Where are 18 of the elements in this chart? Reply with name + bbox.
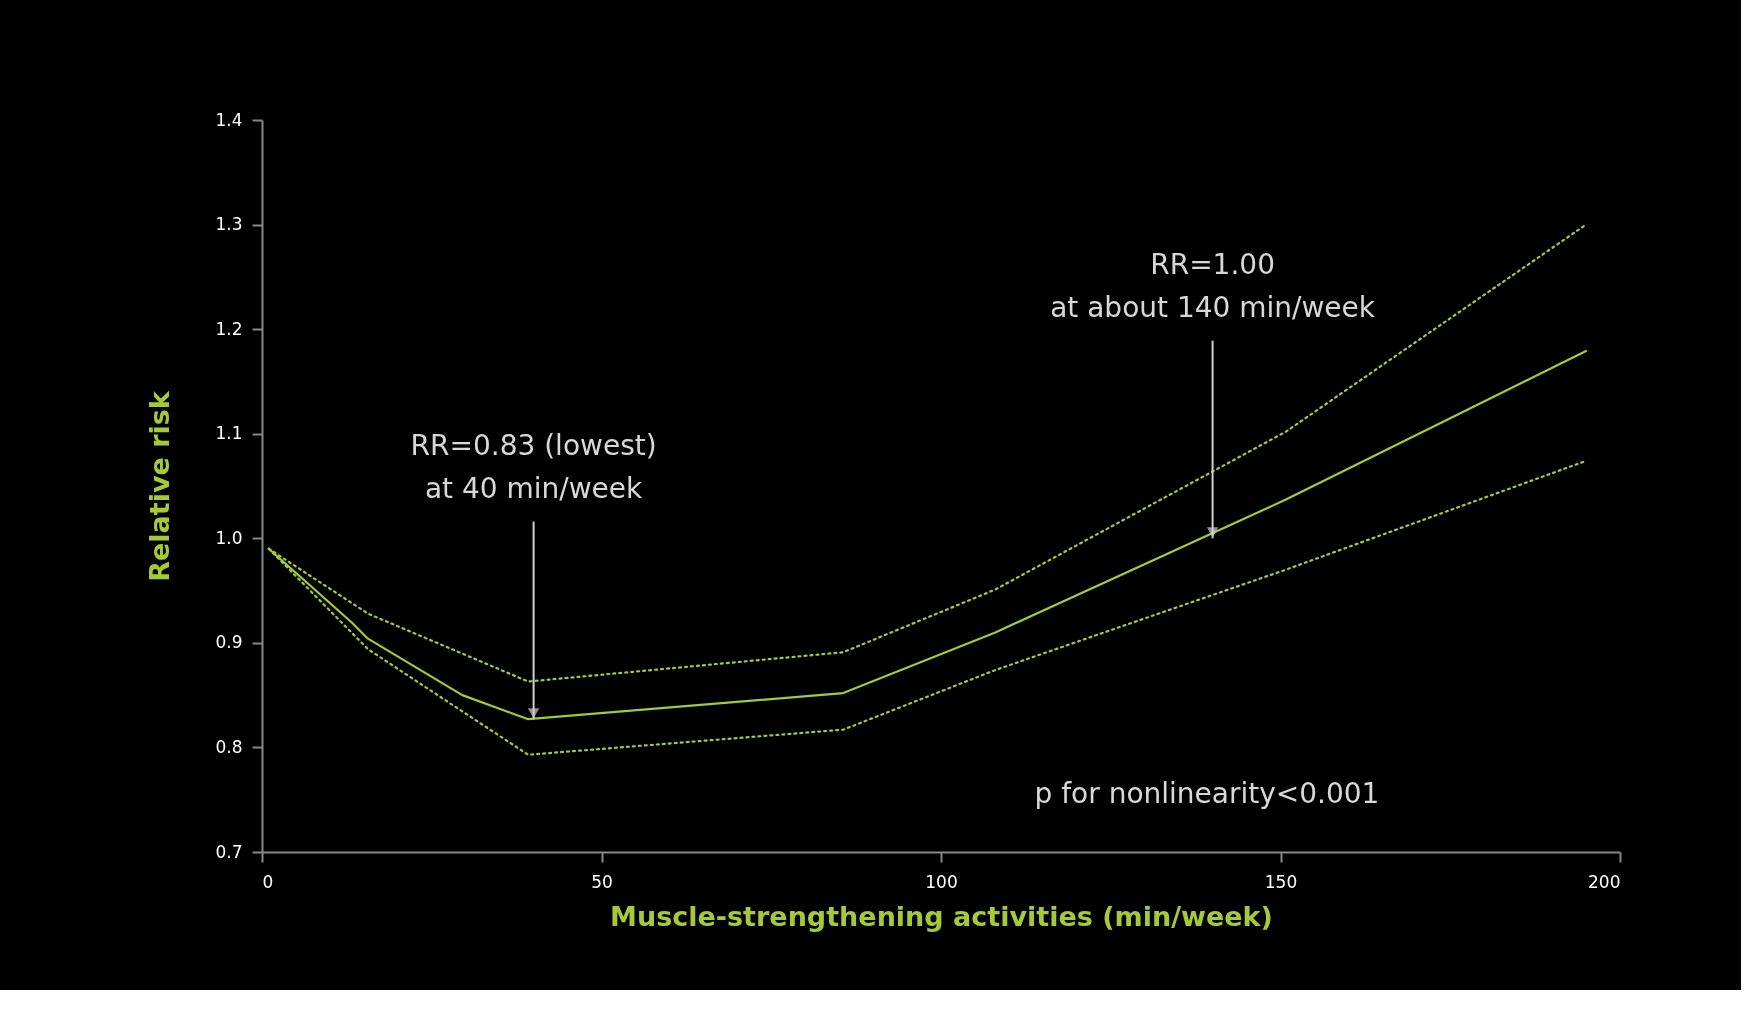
y-tick-label: 1.4: [215, 109, 243, 130]
x-axis-title: Muscle-strengthening activities (min/week): [610, 900, 1273, 932]
x-tick-label: 100: [925, 871, 958, 892]
y-tick-label: 1.3: [215, 214, 243, 235]
y-axis-title: Relative risk: [144, 390, 176, 582]
annotation: RR=0.83 (lowest) at 40 min/week: [410, 428, 657, 505]
y-tick-label: 1.2: [215, 318, 243, 339]
annotation: RR=1.00 at about 140 min/week: [1050, 247, 1376, 324]
annotation: p for nonlinearity<0.001: [1034, 777, 1380, 810]
y-tick-label: 0.8: [215, 736, 243, 757]
x-tick-label: 0: [262, 871, 274, 892]
y-tick-label: 1.1: [215, 423, 243, 444]
y-tick-label: 1.0: [215, 527, 243, 548]
y-tick-label: 0.7: [215, 841, 243, 862]
x-tick-label: 200: [1588, 871, 1621, 892]
y-tick-label: 0.9: [215, 632, 243, 653]
x-tick-label: 150: [1264, 871, 1298, 892]
x-tick-label: 50: [591, 871, 613, 892]
